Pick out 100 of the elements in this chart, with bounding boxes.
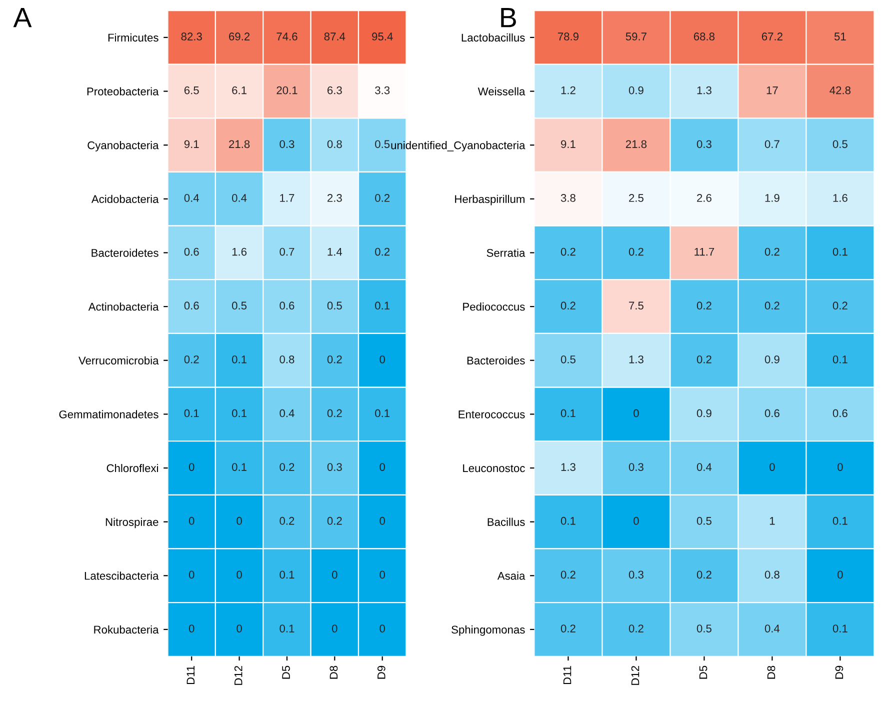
data-label: 0.2 — [327, 409, 342, 418]
y-tick-label: Actinobacteria — [88, 302, 159, 311]
x-tick-label: D9 — [835, 666, 844, 679]
y-tick-label: Bacillus — [488, 518, 525, 526]
data-label: 0.9 — [764, 355, 780, 364]
y-tick-label: Leuconostoc — [463, 464, 525, 472]
data-label: 0.1 — [232, 463, 246, 471]
data-label: 0.3 — [628, 570, 644, 579]
data-label: 0.8 — [764, 570, 780, 579]
y-tick-label: Asaia — [497, 572, 526, 580]
data-label: 0 — [634, 409, 639, 418]
data-label: 0.6 — [280, 302, 294, 310]
y-tick-label: Weissella — [478, 87, 526, 96]
data-label: 0.2 — [764, 248, 780, 256]
data-label: 0.1 — [832, 355, 848, 364]
x-tick-label: D5 — [699, 666, 708, 679]
data-label: 0 — [380, 355, 385, 364]
data-label: 0.1 — [832, 248, 848, 256]
data-label: 0.2 — [628, 624, 644, 632]
data-label: 1.7 — [280, 194, 294, 202]
data-label: 0 — [838, 570, 843, 579]
x-tick-label: D12 — [631, 666, 640, 685]
data-label: 82.3 — [181, 32, 202, 40]
data-label: 3.3 — [375, 86, 390, 94]
data-label: 6.1 — [232, 86, 246, 94]
y-tick-label: Latescibacteria — [84, 572, 159, 580]
data-label: 0.2 — [764, 302, 780, 310]
data-label: 74.6 — [276, 32, 298, 40]
data-label: 0.2 — [327, 355, 342, 364]
y-tick-label: Lactobacillus — [462, 33, 525, 42]
data-label: 0 — [380, 570, 385, 579]
y-tick-label: Sphingomonas — [452, 625, 525, 636]
data-label: 6.5 — [184, 86, 199, 94]
data-label: 0.5 — [696, 624, 712, 632]
data-label: 0.2 — [560, 248, 576, 256]
data-label: 0 — [188, 624, 194, 632]
y-tick-label: Nitrospirae — [106, 518, 158, 528]
y-tick-label: Proteobacteria — [87, 87, 159, 96]
data-label: 1.2 — [561, 86, 576, 94]
data-label: 0.4 — [696, 463, 712, 471]
data-label: 0 — [838, 463, 843, 471]
data-label: 0.8 — [280, 355, 294, 364]
y-tick-label: Verrucomicrobia — [78, 356, 159, 364]
data-label: 0.5 — [327, 302, 342, 310]
x-tick-label: D12 — [234, 666, 242, 685]
y-tick-label: Firmicutes — [108, 33, 158, 42]
data-label: 67.2 — [762, 32, 782, 40]
y-tick-label: Acidobacteria — [91, 194, 159, 204]
data-label: 0.9 — [696, 409, 712, 418]
data-label: 0.1 — [232, 355, 246, 364]
data-label: 2.5 — [629, 194, 644, 202]
data-label: 1.6 — [232, 248, 247, 256]
data-label: 0.2 — [628, 248, 644, 256]
data-label: 87.4 — [324, 32, 346, 40]
data-label: 21.8 — [626, 140, 647, 148]
data-label: 1.6 — [833, 194, 848, 202]
data-label: 0 — [188, 463, 194, 471]
data-label: 0.5 — [560, 355, 576, 364]
chart-title: B — [501, 8, 516, 28]
data-label: 0.6 — [832, 409, 848, 418]
y-tick-label: Rokubacteria — [94, 625, 159, 634]
data-label: 0 — [380, 624, 385, 632]
x-tick-label: D9 — [377, 666, 386, 679]
y-tick-label: Chloroflexi — [106, 464, 158, 472]
data-label: 7.5 — [629, 302, 644, 310]
data-label: 2.6 — [697, 194, 712, 202]
data-label: 0.1 — [832, 516, 848, 525]
data-label: 0.1 — [560, 516, 576, 525]
data-label: 0.2 — [327, 516, 342, 525]
data-label: 0.2 — [184, 355, 199, 364]
data-label: 0.6 — [184, 248, 199, 256]
data-label: 0 — [188, 570, 194, 579]
y-tick-label: Gemmatimonadetes — [59, 410, 158, 418]
data-label: 0 — [332, 624, 338, 632]
data-label: 0.1 — [560, 409, 576, 418]
x-tick-label: D5 — [282, 666, 290, 679]
data-label: 0 — [380, 463, 385, 471]
data-label: 0.5 — [375, 140, 390, 148]
data-label: 0.2 — [280, 516, 294, 525]
data-label: 0 — [380, 516, 385, 525]
data-label: 0.3 — [696, 140, 712, 148]
y-tick-label: Cyanobacteria — [88, 141, 159, 152]
x-tick-label: D8 — [767, 666, 776, 679]
data-label: 3.8 — [560, 194, 576, 202]
data-label: 0.5 — [832, 140, 848, 148]
data-label: 95.4 — [372, 32, 393, 40]
data-label: 1.3 — [697, 86, 712, 94]
data-label: 0.2 — [696, 570, 712, 579]
data-label: 0.4 — [232, 194, 247, 202]
data-label: 69.2 — [229, 32, 250, 40]
x-tick-label: D11 — [186, 666, 194, 684]
x-tick-label: D8 — [330, 666, 338, 679]
data-label: 6.3 — [328, 86, 342, 94]
data-label: 0.5 — [232, 302, 247, 310]
data-label: 0.7 — [280, 248, 294, 256]
data-label: 0.6 — [184, 302, 199, 310]
data-label: 9.1 — [561, 140, 576, 148]
data-label: 59.7 — [626, 32, 646, 40]
data-label: 0.1 — [232, 409, 246, 418]
chart-title: A — [13, 8, 32, 28]
